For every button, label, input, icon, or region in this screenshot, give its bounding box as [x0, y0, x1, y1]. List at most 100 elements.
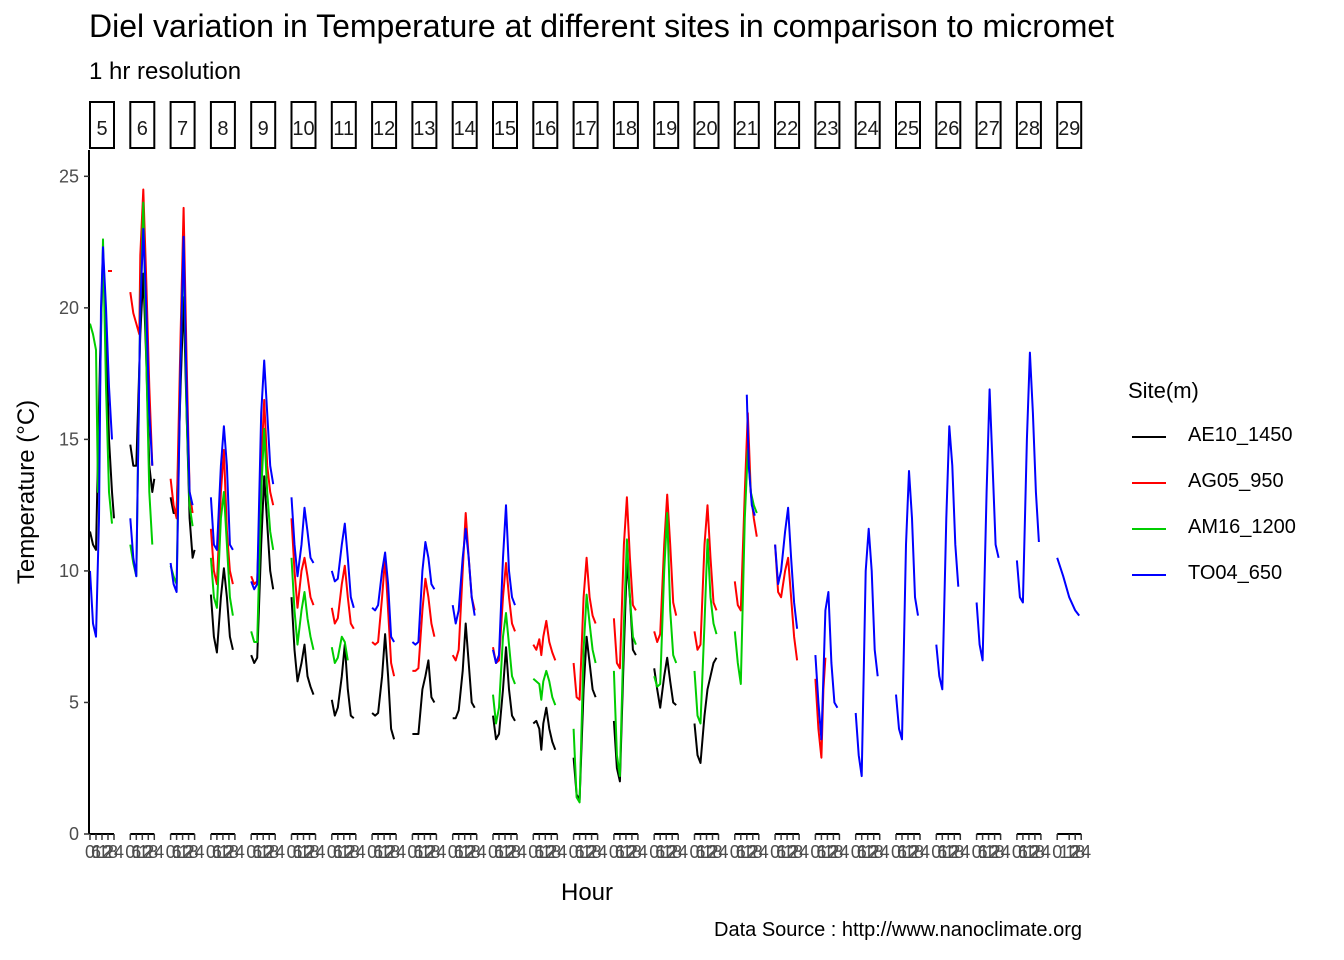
line-TO04_650-day-12 [371, 551, 395, 643]
facet-label-19: 19 [655, 118, 677, 140]
line-AG05_950-day-19 [653, 493, 678, 643]
x-tick-label: 6 [1018, 842, 1028, 862]
x-tick-label: 0 [649, 842, 659, 862]
line-AG05_950-day-18 [612, 496, 637, 670]
legend-key-AE10_1450 [1132, 436, 1166, 438]
x-tick-label: 18 [340, 842, 360, 862]
legend-label-AE10_1450: AE10_1450 [1188, 424, 1293, 446]
facet-strip-20 [693, 101, 720, 149]
line-TO04_650-day-13 [411, 541, 436, 646]
x-tick-label: 12 [616, 842, 636, 862]
x-tick-label: 24 [305, 842, 325, 862]
facet-label-26: 26 [937, 118, 959, 140]
x-tick-label: 6 [292, 842, 302, 862]
facet-strip-7 [169, 101, 196, 149]
x-tick-label: 6 [534, 842, 544, 862]
facet-strip-23 [814, 101, 841, 149]
x-tick-label: 18 [662, 842, 682, 862]
line-TO04_650-day-10 [290, 497, 315, 578]
line-TO04_650-day-6 [129, 227, 154, 578]
x-tick-label: 0 [569, 842, 579, 862]
line-AM16_1200-day-8 [209, 491, 234, 616]
facet-strip-6 [129, 101, 156, 149]
facet-label-25: 25 [897, 118, 919, 140]
x-tick-label: 12 [576, 842, 596, 862]
y-tick-label-20: 20 [59, 298, 79, 318]
chart-subtitle: 1 hr resolution [89, 58, 242, 85]
line-TO04_650-day-7 [169, 235, 194, 593]
series-lines [89, 188, 1080, 804]
x-tick-label: 24 [628, 842, 648, 862]
y-axis: 0 5 10 15 20 25 [59, 150, 90, 844]
x-tick-label: 0 [367, 842, 377, 862]
x-tick-label: 24 [547, 842, 567, 862]
line-AG05_950-day-10 [290, 518, 315, 609]
x-tick-label: 18 [622, 842, 642, 862]
legend-label-TO04_650: TO04_650 [1188, 562, 1283, 584]
facet-label-15: 15 [494, 118, 516, 140]
line-TO04_650-day-25 [895, 470, 919, 741]
facet-strip-24 [854, 101, 881, 149]
facet-label-29: 29 [1058, 118, 1080, 140]
x-tick-label: 24 [789, 842, 809, 862]
x-tick-label: 12 [938, 842, 958, 862]
x-tick-label: 0 [609, 842, 619, 862]
facet-label-12: 12 [373, 118, 395, 140]
x-tick-label: 0 [972, 842, 982, 862]
x-tick-label: 12 [656, 842, 676, 862]
line-AM16_1200-day-17 [572, 593, 597, 804]
line-AM16_1200-day-18 [612, 538, 637, 778]
x-tick-label: 24 [668, 842, 688, 862]
line-AE10_1450-day-10 [290, 597, 315, 695]
line-TO04_650-day-11 [330, 522, 355, 609]
x-tick-label: 0 [286, 842, 296, 862]
x-tick-label: 24 [426, 842, 446, 862]
line-AG05_950-day-12 [371, 556, 396, 677]
x-tick-label: 12 [979, 842, 999, 862]
legend-items: AE10_1450 AG05_950 AM16_1200 TO04_650 [1128, 424, 1296, 610]
x-tick-label: 12 [213, 842, 233, 862]
line-AG05_950-day-9 [250, 398, 275, 586]
facet-strip-8 [209, 101, 236, 149]
line-TO04_650-day-5 [89, 246, 113, 638]
x-tick-label: 6 [373, 842, 383, 862]
line-AE10_1450-day-13 [412, 659, 436, 735]
x-tick-label: 24 [991, 842, 1011, 862]
chart-caption: Data Source : http://www.nanoclimate.org [714, 919, 1082, 941]
x-tick-label: 12 [817, 842, 837, 862]
legend-label-AM16_1200: AM16_1200 [1188, 516, 1296, 538]
x-tick-label: 0 [407, 842, 417, 862]
facet-strip-22 [774, 101, 801, 149]
legend-key-TO04_650 [1132, 574, 1166, 576]
x-tick-label: 12 [777, 842, 797, 862]
x-tick-label: 0 [689, 842, 699, 862]
facet-label-23: 23 [816, 118, 838, 140]
facet-label-17: 17 [574, 118, 596, 140]
chart-title: Diel variation in Temperature at differe… [89, 8, 1115, 44]
x-tick-label: 6 [91, 842, 101, 862]
x-tick-label: 0 [851, 842, 861, 862]
x-tick-label: 18 [1025, 842, 1045, 862]
facet-label-10: 10 [292, 118, 314, 140]
x-tick-label: 18 [985, 842, 1005, 862]
x-tick-label: 0 [166, 842, 176, 862]
line-AE10_1450-day-9 [250, 475, 275, 664]
x-tick-label: 24 [144, 842, 164, 862]
facet-strip-14 [451, 101, 478, 149]
line-TO04_650-day-27 [975, 388, 1000, 662]
x-tick-label: 6 [252, 842, 262, 862]
x-tick-label: 6 [172, 842, 182, 862]
x-tick-label: 24 [910, 842, 930, 862]
line-AG05_950-day-11 [330, 564, 355, 630]
facet-strip-9 [250, 101, 277, 149]
facet-strip-11 [330, 101, 357, 149]
x-tick-label: 12 [293, 842, 313, 862]
x-tick-label: 12 [374, 842, 394, 862]
facet-label-11: 11 [333, 118, 354, 140]
facet-label-6: 6 [137, 118, 148, 140]
facet-label-14: 14 [454, 118, 476, 140]
x-tick-label: 6 [575, 842, 585, 862]
facet-strip-13 [411, 101, 438, 149]
x-tick-label: 0 [327, 842, 337, 862]
